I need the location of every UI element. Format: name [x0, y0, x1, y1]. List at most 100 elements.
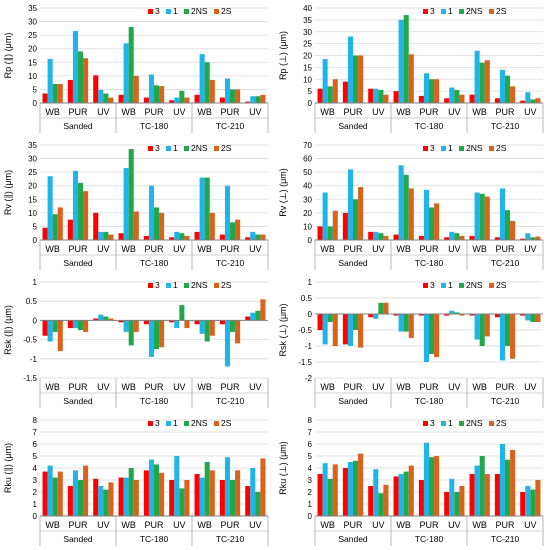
bar-2s-uv: [260, 234, 266, 240]
bar-1-pur: [423, 314, 429, 362]
bar-2s-uv: [108, 97, 114, 103]
x-tick-label: UV: [249, 520, 262, 530]
x-tick-label: UV: [372, 107, 385, 117]
x-tick-label: PUR: [68, 382, 88, 392]
bar-3-uv: [368, 88, 374, 103]
x-tick-label: PUR: [144, 244, 164, 254]
bar-3-uv: [368, 231, 374, 240]
x-tick-label: WB: [45, 382, 60, 392]
legend-swatch-2s: [489, 9, 494, 14]
bar-2ns-pur: [505, 210, 511, 240]
bar-3-pur: [342, 81, 348, 103]
legend-swatch-1: [441, 421, 446, 426]
x-tick-label: WB: [320, 244, 335, 254]
bar-1-wb: [474, 192, 480, 240]
bar-3-uv: [245, 237, 251, 240]
y-tick-label: 4: [308, 464, 313, 473]
bar-2s-uv: [535, 98, 541, 103]
bar-2ns-wb: [128, 468, 134, 516]
bar-1-uv: [174, 231, 180, 240]
legend-label: 2S: [221, 280, 232, 290]
legend: 3 1 2NS 2S: [423, 280, 507, 290]
group-label: TC-180: [415, 534, 444, 544]
bar-2s-pur: [159, 86, 165, 103]
group-label: TC-210: [216, 121, 245, 131]
y-tick-label: 3: [33, 476, 38, 485]
bar-3-uv: [368, 486, 374, 516]
bar-2ns-wb: [52, 320, 58, 332]
bar-2s-uv: [108, 318, 114, 321]
bar-2ns-wb: [479, 62, 485, 103]
bar-1-uv: [250, 468, 256, 516]
y-axis-label: Rsk (∥) (μm): [3, 305, 13, 355]
bar-2ns-wb: [403, 314, 409, 332]
bar-2s-wb: [332, 314, 338, 346]
y-axis-label: Rp (∥) (μm): [3, 33, 13, 79]
bar-2ns-wb: [128, 149, 134, 240]
x-tick-label: PUR: [495, 107, 515, 117]
bar-2ns-uv: [530, 99, 536, 103]
legend-swatch-1: [441, 146, 446, 151]
bar-3-uv: [444, 237, 450, 240]
y-tick-label: 8: [308, 416, 313, 425]
bar-2s-uv: [260, 299, 266, 321]
group-label: TC-180: [415, 258, 444, 268]
x-tick-label: PUR: [343, 382, 363, 392]
bar-3-pur: [342, 212, 348, 240]
group-label: Sanded: [338, 258, 368, 268]
bar-2s-uv: [535, 480, 541, 516]
bar-2s-pur: [159, 212, 165, 240]
x-tick-label: WB: [121, 244, 136, 254]
bar-3-uv: [93, 318, 99, 321]
bar-2s-wb: [133, 211, 139, 240]
x-tick-label: WB: [197, 107, 212, 117]
legend-swatch-1: [166, 9, 171, 14]
y-tick-label: 7: [308, 428, 313, 437]
bar-2s-pur: [434, 203, 440, 240]
bar-2ns-pur: [78, 320, 84, 330]
bar-3-pur: [219, 97, 225, 103]
chart-rp-parallel: 0 5 10 15 20 25 30 35 Rp (∥) (μm) WB PUR UV WB PUR UV W…: [3, 4, 269, 133]
legend-swatch-2s: [489, 283, 494, 288]
legend-label: 1: [173, 418, 178, 428]
bar-2s-pur: [358, 55, 364, 103]
bar-1-wb: [322, 463, 328, 516]
legend-swatch-2ns: [459, 9, 464, 14]
x-tick-label: PUR: [68, 520, 88, 530]
legend-label: 2S: [221, 418, 232, 428]
legend-label: 2NS: [466, 280, 483, 290]
x-tick-label: WB: [472, 520, 487, 530]
legend-label: 2NS: [191, 143, 208, 153]
y-tick-label: -1: [305, 342, 313, 351]
y-axis-label: Rv (∥) (μm): [3, 170, 13, 215]
bar-2ns-pur: [154, 464, 160, 516]
x-tick-label: WB: [396, 244, 411, 254]
bar-3-wb: [469, 235, 475, 240]
bar-3-uv: [169, 237, 175, 240]
group-label: Sanded: [338, 121, 368, 131]
legend-label: 2NS: [466, 143, 483, 153]
bar-2ns-uv: [103, 316, 109, 321]
y-tick-label: 0: [33, 99, 38, 108]
bar-2s-pur: [510, 221, 516, 240]
bar-2ns-uv: [255, 96, 261, 103]
bar-2s-pur: [358, 314, 364, 348]
bar-2ns-uv: [103, 489, 109, 516]
bar-3-pur: [67, 320, 73, 329]
bar-1-wb: [398, 474, 404, 516]
x-tick-label: PUR: [144, 520, 164, 530]
y-tick-label: 0: [308, 310, 313, 319]
x-tick-label: WB: [396, 520, 411, 530]
group-label: Sanded: [63, 258, 93, 268]
x-tick-label: UV: [173, 520, 186, 530]
y-tick-label: 5: [33, 85, 38, 94]
legend-swatch-2s: [489, 146, 494, 151]
legend-label: 3: [155, 143, 160, 153]
x-tick-label: WB: [320, 107, 335, 117]
bar-2ns-uv: [179, 305, 185, 321]
x-tick-label: UV: [448, 107, 461, 117]
bar-2s-pur: [510, 86, 516, 103]
bar-2s-uv: [108, 482, 114, 516]
bar-3-wb: [317, 314, 323, 330]
bar-1-pur: [347, 314, 353, 346]
